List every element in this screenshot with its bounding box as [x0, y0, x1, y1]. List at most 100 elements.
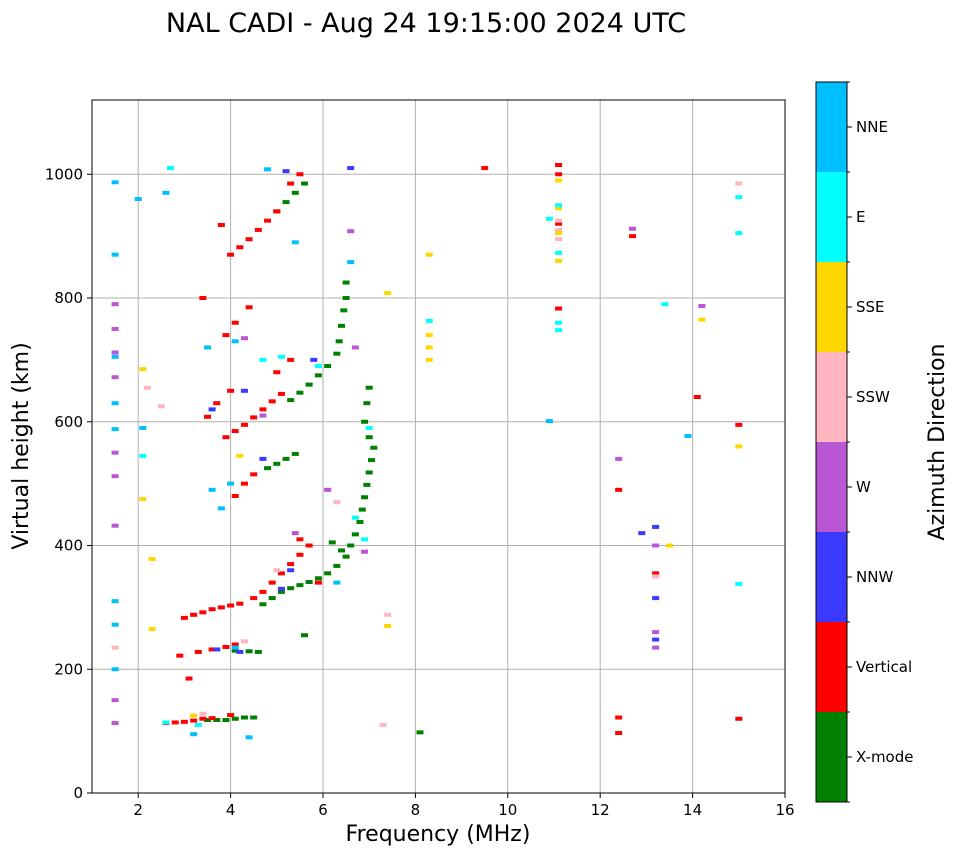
echo-point — [190, 713, 198, 718]
echo-point — [555, 258, 563, 263]
echo-point — [555, 328, 563, 333]
echo-point — [213, 647, 221, 652]
echo-point — [245, 649, 253, 654]
echo-point — [111, 622, 119, 627]
grid-lines — [92, 100, 786, 794]
echo-point — [347, 543, 355, 548]
echo-point — [314, 580, 322, 585]
echo-point — [555, 172, 563, 177]
echo-point — [287, 586, 295, 591]
series-x-mode — [204, 181, 424, 735]
echo-point — [259, 407, 267, 412]
echo-point — [384, 612, 392, 617]
echo-point — [555, 162, 563, 167]
colorbar-tick-label: E — [856, 208, 865, 226]
echo-point — [287, 357, 295, 362]
echo-point — [236, 453, 244, 458]
echo-point — [217, 506, 225, 511]
echo-point — [111, 354, 119, 359]
echo-point — [111, 302, 119, 307]
y-tick-label: 1000 — [45, 165, 83, 183]
colorbar-segment — [816, 712, 847, 802]
echo-point — [208, 407, 216, 412]
echo-point — [236, 649, 244, 654]
echo-point — [162, 190, 170, 195]
echo-point — [240, 336, 248, 341]
echo-point — [333, 500, 341, 505]
x-tick-label: 10 — [498, 801, 517, 819]
echo-point — [111, 375, 119, 380]
echo-point — [335, 339, 343, 344]
x-tick-label: 8 — [411, 801, 421, 819]
echo-point — [629, 226, 637, 231]
echo-point — [615, 715, 623, 720]
echo-point — [365, 425, 373, 430]
echo-point — [245, 237, 253, 242]
echo-point — [264, 167, 272, 172]
echo-point — [180, 719, 188, 724]
echo-point — [361, 419, 369, 424]
echo-point — [693, 395, 701, 399]
echo-point — [615, 456, 623, 461]
colorbar-tick-label: SSE — [856, 298, 885, 316]
echo-point — [555, 218, 563, 223]
echo-point — [264, 218, 272, 223]
chart-title: NAL CADI - Aug 24 19:15:00 2024 UTC — [166, 8, 686, 39]
echo-point — [199, 296, 207, 300]
echo-point — [259, 456, 267, 461]
data-points — [111, 162, 743, 740]
echo-point — [333, 580, 341, 585]
echo-point — [204, 717, 211, 722]
echo-point — [629, 234, 637, 239]
echo-point — [365, 470, 373, 475]
echo-point — [231, 429, 239, 434]
echo-point — [190, 612, 198, 617]
echo-point — [368, 458, 376, 463]
echo-point — [347, 166, 355, 171]
echo-point — [259, 357, 267, 362]
x-tick-label: 4 — [226, 801, 236, 819]
echo-point — [291, 531, 299, 536]
echo-point — [208, 716, 216, 721]
echo-point — [231, 494, 239, 498]
echo-point — [204, 345, 211, 350]
echo-point — [351, 345, 359, 350]
echo-point — [250, 415, 258, 420]
echo-point — [180, 615, 188, 620]
plot-background — [92, 100, 785, 793]
echo-point — [194, 649, 202, 654]
echo-point — [358, 507, 366, 512]
colorbar-segment — [816, 442, 847, 532]
x-tick-label: 6 — [318, 801, 328, 819]
echo-point — [227, 481, 235, 486]
echo-point — [735, 422, 743, 427]
colorbar-segment — [816, 532, 847, 622]
echo-point — [555, 227, 563, 232]
echo-point — [301, 181, 309, 186]
echo-point — [171, 720, 179, 725]
echo-point — [324, 487, 332, 492]
echo-point — [314, 364, 322, 369]
echo-point — [199, 716, 207, 721]
echo-point — [735, 181, 743, 186]
echo-point — [287, 398, 295, 403]
echo-point — [291, 451, 299, 456]
x-axis-label: Frequency (MHz) — [346, 822, 531, 847]
series-e — [139, 166, 743, 727]
echo-point — [222, 333, 230, 338]
echo-point — [305, 580, 313, 585]
echo-point — [652, 574, 660, 579]
echo-point — [268, 580, 276, 585]
echo-point — [139, 497, 147, 502]
echo-point — [236, 245, 244, 250]
echo-point — [365, 385, 373, 390]
plot-frame — [91, 99, 786, 794]
colorbar-tick-label: NNW — [856, 568, 893, 586]
echo-point — [361, 495, 369, 500]
series-nne — [111, 167, 692, 740]
echo-point — [652, 645, 660, 650]
x-tick-label: 14 — [683, 801, 702, 819]
echo-point — [199, 711, 207, 716]
echo-point — [250, 596, 258, 601]
echo-point — [652, 637, 660, 642]
